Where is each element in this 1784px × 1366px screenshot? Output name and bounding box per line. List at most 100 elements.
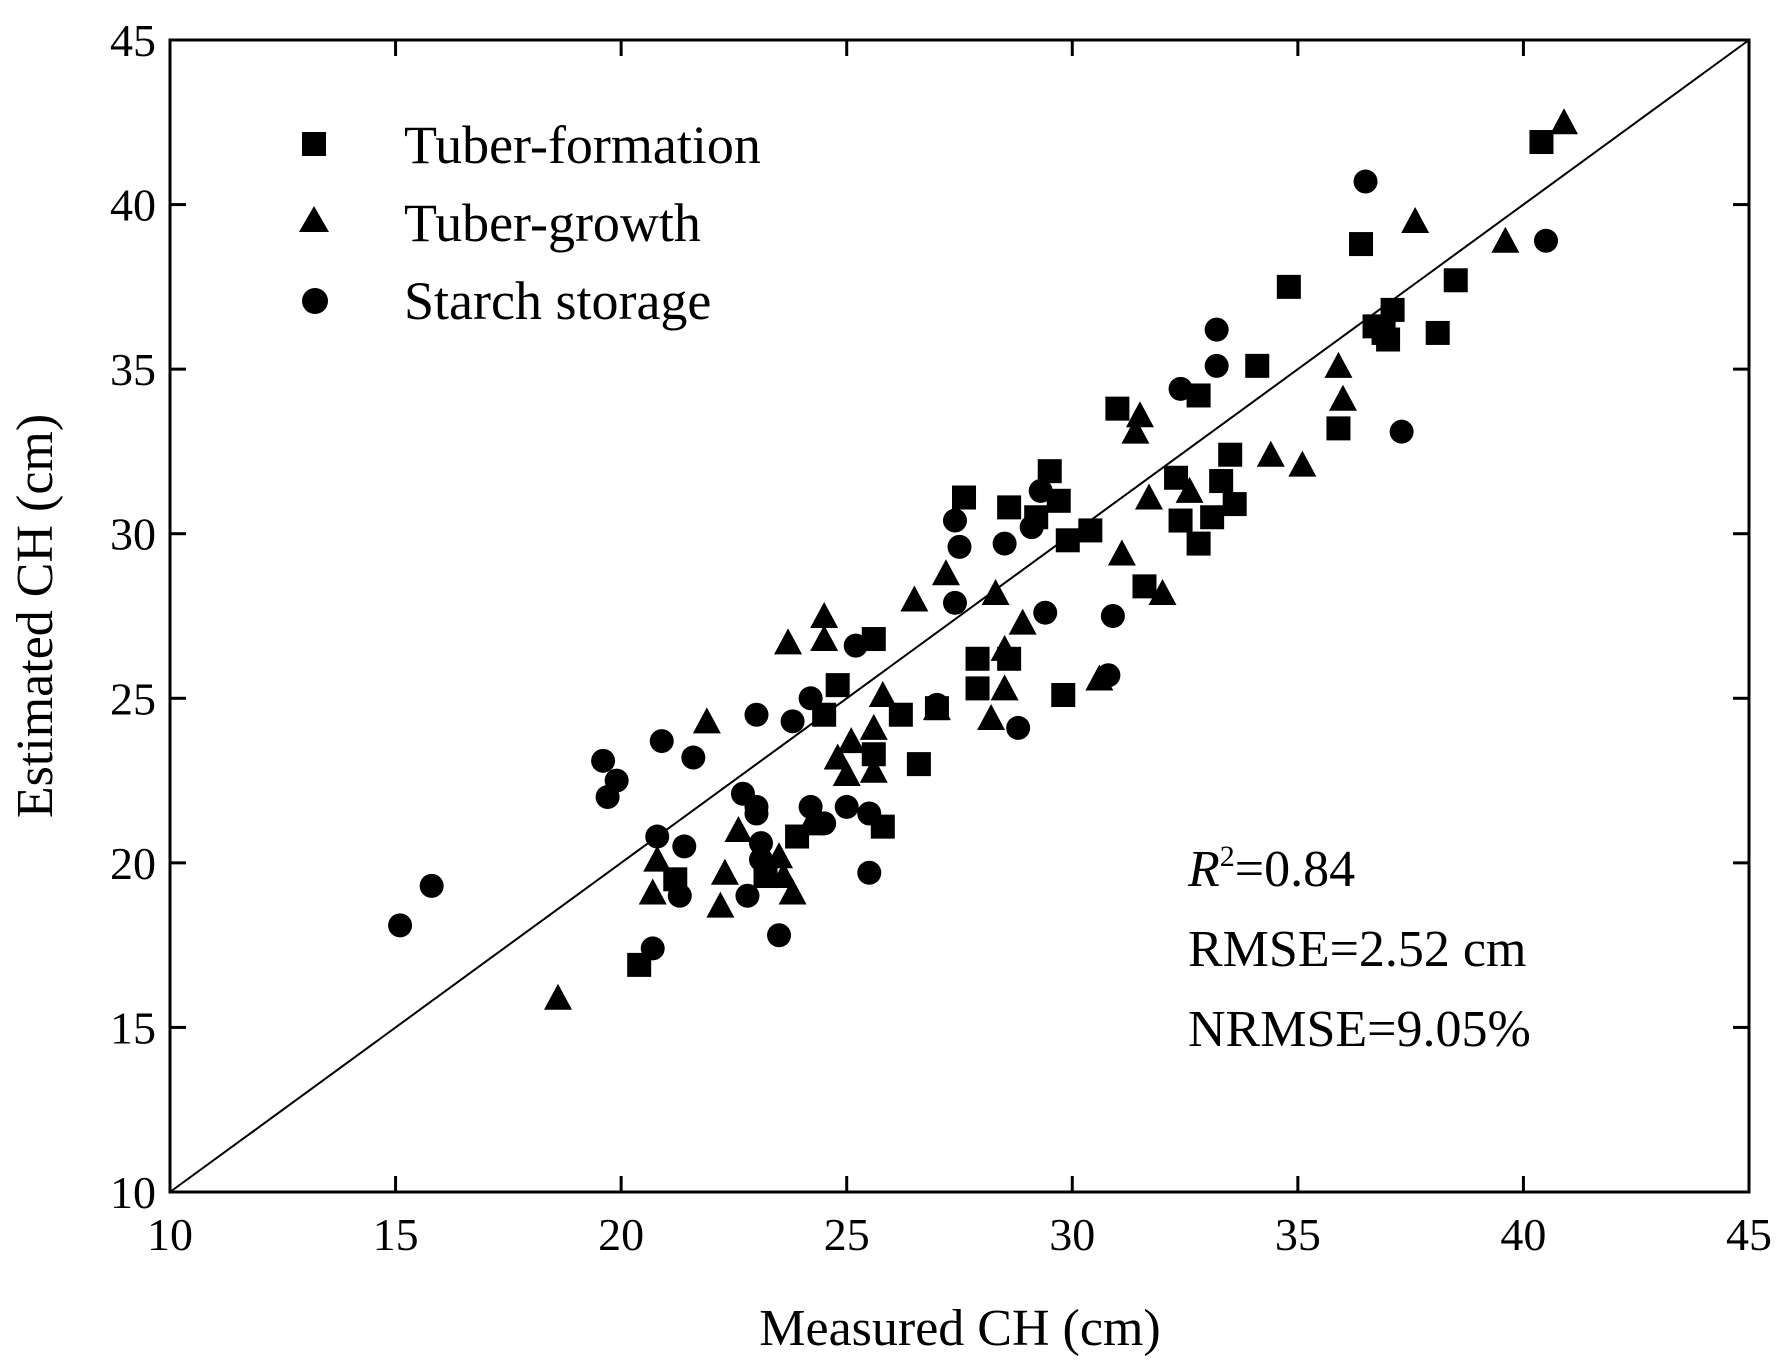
r2-value: =0.84 <box>1235 841 1355 898</box>
point-tuber-formation <box>1164 465 1189 490</box>
point-starch-storage <box>1533 228 1558 253</box>
point-tuber-growth <box>769 862 798 889</box>
point-tuber-growth <box>990 634 1019 661</box>
point-tuber-growth <box>981 578 1010 605</box>
point-starch-storage <box>767 923 792 948</box>
point-tuber-growth <box>1328 384 1357 411</box>
point-starch-storage <box>744 702 769 727</box>
point-starch-storage <box>1353 169 1378 194</box>
point-starch-storage <box>1096 663 1121 688</box>
point-tuber-growth <box>1121 417 1150 444</box>
point-tuber-formation <box>1132 574 1157 599</box>
point-tuber-formation <box>965 676 990 701</box>
r2-annotation: R2=0.84 <box>1187 840 1355 898</box>
point-tuber-formation <box>1218 442 1243 467</box>
legend-label-starch-storage: Starch storage <box>404 271 711 331</box>
y-tick-label: 20 <box>110 838 156 889</box>
point-tuber-growth <box>832 759 861 786</box>
data-points <box>388 108 1579 1010</box>
point-tuber-growth <box>1134 483 1163 510</box>
point-starch-storage <box>649 729 674 754</box>
point-tuber-growth <box>810 602 839 628</box>
point-starch-storage <box>1028 478 1053 503</box>
point-starch-storage <box>1168 376 1193 401</box>
point-starch-storage <box>1006 715 1031 740</box>
x-tick-label: 25 <box>824 1209 870 1260</box>
point-starch-storage <box>419 873 444 898</box>
point-tuber-formation <box>825 673 850 698</box>
point-tuber-formation <box>1276 274 1301 299</box>
point-tuber-formation <box>1443 268 1468 293</box>
point-starch-storage <box>798 794 823 819</box>
legend-circle-marker <box>302 288 328 314</box>
point-tuber-formation <box>965 646 990 671</box>
point-tuber-formation <box>1425 320 1450 345</box>
statistics-annotation: R2=0.84 RMSE=2.52 cm NRMSE=9.05% <box>1187 840 1531 1058</box>
point-tuber-formation <box>1376 327 1401 352</box>
y-tick-label: 30 <box>110 509 156 560</box>
point-tuber-growth <box>1175 476 1204 503</box>
point-starch-storage <box>857 801 882 826</box>
point-starch-storage <box>1389 419 1414 444</box>
point-tuber-formation <box>997 495 1022 520</box>
point-tuber-growth <box>774 628 803 655</box>
y-tick-label: 40 <box>110 180 156 231</box>
point-starch-storage <box>388 913 413 938</box>
point-tuber-growth <box>643 845 672 872</box>
point-tuber-growth <box>1107 539 1136 566</box>
point-tuber-growth <box>543 983 572 1010</box>
point-tuber-formation <box>1349 232 1374 257</box>
point-tuber-formation <box>1168 508 1193 533</box>
point-starch-storage <box>812 811 837 836</box>
point-starch-storage <box>1204 317 1229 342</box>
point-starch-storage <box>640 936 665 961</box>
point-tuber-growth <box>931 559 960 586</box>
point-starch-storage <box>645 824 670 849</box>
legend: Tuber-formation Tuber-growth Starch stor… <box>299 115 761 331</box>
point-tuber-growth <box>1288 450 1317 477</box>
point-tuber-growth <box>692 707 721 734</box>
point-tuber-formation <box>1055 528 1080 553</box>
point-tuber-growth <box>638 878 667 905</box>
point-starch-storage <box>1033 600 1058 625</box>
point-starch-storage <box>843 633 868 658</box>
point-tuber-growth <box>810 625 839 652</box>
x-tick-label: 45 <box>1726 1209 1772 1260</box>
point-tuber-growth <box>859 756 888 783</box>
point-starch-storage <box>735 883 760 908</box>
point-tuber-growth <box>1324 351 1353 378</box>
point-tuber-growth <box>1008 608 1037 635</box>
legend-triangle-marker <box>299 206 329 232</box>
point-tuber-formation <box>1209 469 1234 494</box>
x-tick-label: 20 <box>598 1209 644 1260</box>
point-starch-storage <box>780 709 805 734</box>
point-tuber-formation <box>1245 353 1270 378</box>
point-tuber-growth <box>710 858 739 885</box>
point-starch-storage <box>942 508 967 533</box>
point-starch-storage <box>1100 604 1125 628</box>
point-tuber-formation <box>1326 416 1351 441</box>
r2-superscript: 2 <box>1220 840 1235 873</box>
point-tuber-growth <box>1256 440 1285 467</box>
point-starch-storage <box>672 834 697 859</box>
point-tuber-growth <box>990 674 1019 701</box>
point-starch-storage <box>992 531 1017 556</box>
point-starch-storage <box>604 768 629 793</box>
point-tuber-formation <box>1186 531 1211 556</box>
r2-symbol: R <box>1187 841 1220 898</box>
point-tuber-growth <box>724 815 753 842</box>
one-to-one-line <box>169 39 1750 1193</box>
point-tuber-growth <box>1148 578 1177 605</box>
point-tuber-growth <box>837 727 866 754</box>
point-starch-storage <box>857 860 882 885</box>
point-tuber-growth <box>706 891 735 918</box>
point-tuber-growth <box>1550 108 1579 135</box>
y-tick-label: 25 <box>110 673 156 724</box>
point-starch-storage <box>834 794 859 819</box>
point-tuber-formation <box>906 752 931 777</box>
y-tick-label: 15 <box>110 1002 156 1053</box>
point-tuber-formation <box>1078 518 1103 543</box>
point-starch-storage <box>947 534 972 559</box>
point-tuber-formation <box>952 485 977 510</box>
